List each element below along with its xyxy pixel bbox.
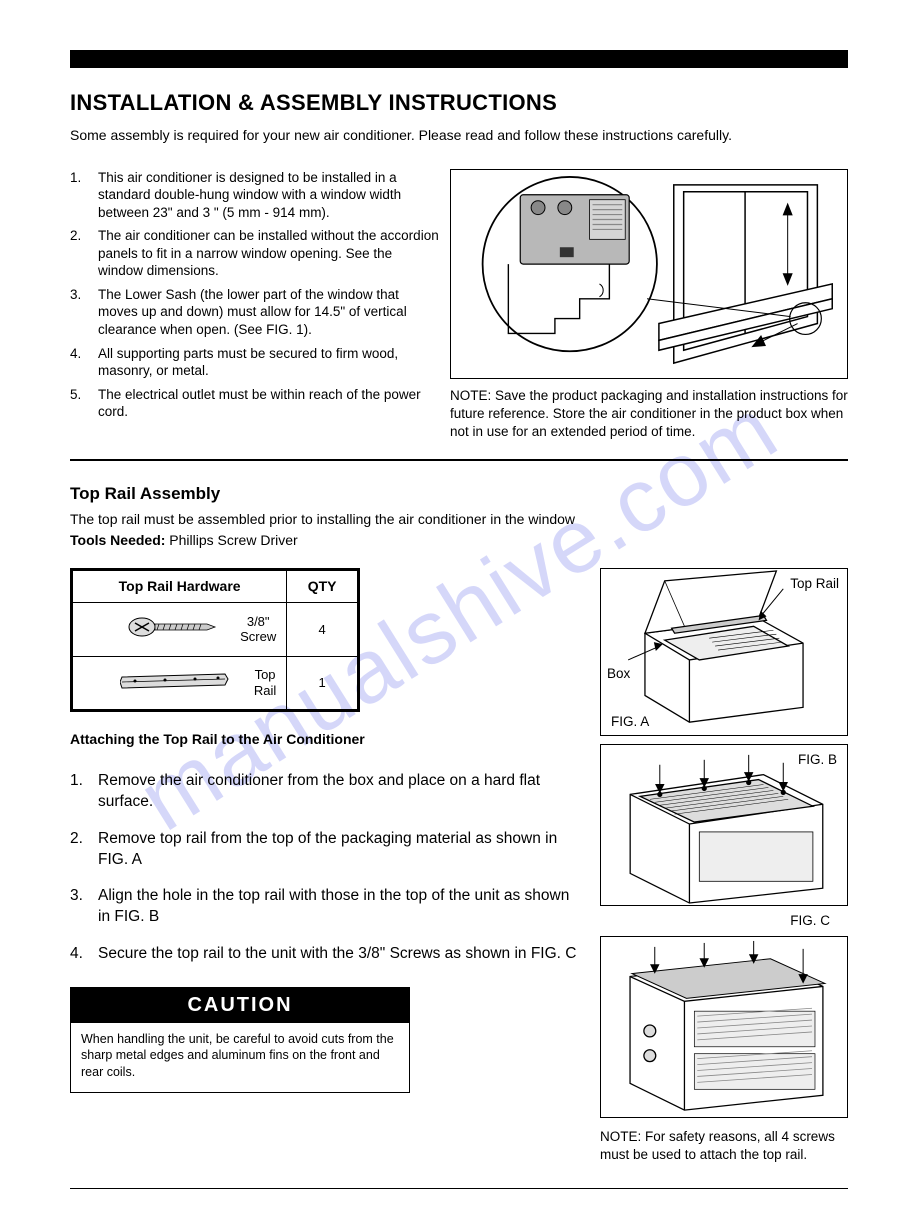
screw-icon <box>127 614 217 645</box>
list-item: The Lower Sash (the lower part of the wi… <box>70 286 440 339</box>
top-black-bar <box>70 50 848 68</box>
figure-c <box>600 936 848 1118</box>
list-item: Align the hole in the top rail with thos… <box>70 886 580 928</box>
caution-body: When handling the unit, be careful to av… <box>71 1023 409 1092</box>
fig-label-c: FIG. C <box>790 912 830 930</box>
table-row: 3/8"Screw 4 <box>72 602 359 656</box>
list-item: This air conditioner is designed to be i… <box>70 169 440 222</box>
bottom-divider <box>70 1188 848 1189</box>
list-item: The air conditioner can be installed wit… <box>70 227 440 280</box>
page-title: INSTALLATION & ASSEMBLY INSTRUCTIONS <box>70 88 848 118</box>
figure-a: Top Rail Box FIG. A <box>600 568 848 736</box>
list-item: Remove top rail from the top of the pack… <box>70 829 580 871</box>
hardware-table: Top Rail Hardware QTY <box>70 568 360 712</box>
caution-box: CAUTION When handling the unit, be caref… <box>70 987 410 1093</box>
assembly-steps-list: Remove the air conditioner from the box … <box>70 771 580 965</box>
bottom-note: NOTE: For safety reasons, all 4 screws m… <box>600 1128 848 1164</box>
table-header-qty: QTY <box>287 569 359 602</box>
hardware-qty: 1 <box>287 656 359 710</box>
fig-label-top-rail: Top Rail <box>790 575 839 593</box>
fig-label-box: Box <box>607 665 630 683</box>
hardware-label: 3/8"Screw <box>240 614 276 645</box>
window-diagram <box>450 169 848 379</box>
hardware-label: TopRail <box>254 667 276 698</box>
table-header-hardware: Top Rail Hardware <box>72 569 287 602</box>
fig-label-b: FIG. B <box>798 751 837 769</box>
section-intro: The top rail must be assembled prior to … <box>70 510 848 529</box>
list-item: Remove the air conditioner from the box … <box>70 771 580 813</box>
tools-value: Phillips Screw Driver <box>165 532 297 548</box>
top-rail-icon <box>120 671 230 696</box>
section-subtitle: Top Rail Assembly <box>70 483 848 506</box>
tools-label: Tools Needed: <box>70 532 165 548</box>
fig-label-a: FIG. A <box>611 713 649 731</box>
tools-needed-line: Tools Needed: Phillips Screw Driver <box>70 531 848 550</box>
intro-text: Some assembly is required for your new a… <box>70 126 848 145</box>
hardware-qty: 4 <box>287 602 359 656</box>
diagram-note: NOTE: Save the product packaging and ins… <box>450 387 848 442</box>
list-item: All supporting parts must be secured to … <box>70 345 440 380</box>
table-row: TopRail 1 <box>72 656 359 710</box>
caution-header: CAUTION <box>71 988 409 1023</box>
figure-b: FIG. B <box>600 744 848 906</box>
list-item: The electrical outlet must be within rea… <box>70 386 440 421</box>
attach-subtitle: Attaching the Top Rail to the Air Condit… <box>70 730 580 749</box>
list-item: Secure the top rail to the unit with the… <box>70 944 580 965</box>
section-divider <box>70 459 848 461</box>
main-numbered-list: This air conditioner is designed to be i… <box>70 169 440 421</box>
